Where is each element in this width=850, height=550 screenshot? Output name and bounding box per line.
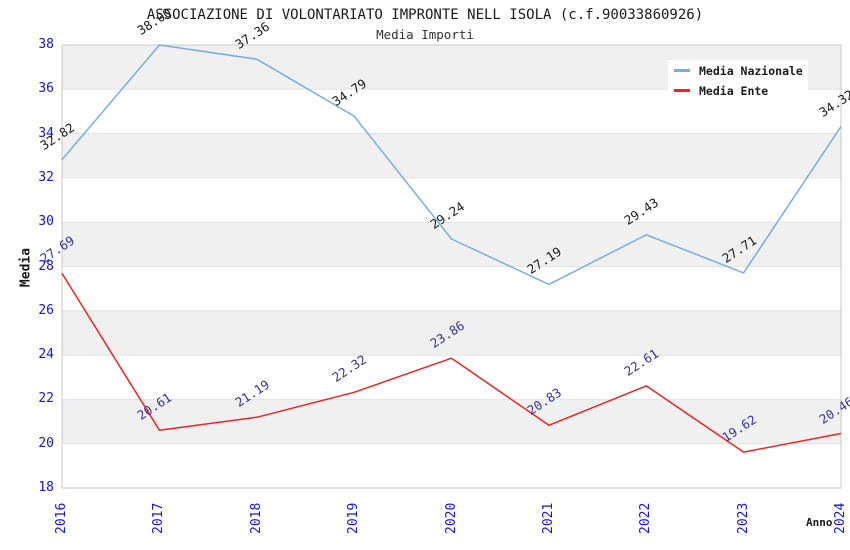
- plot-band: [62, 355, 841, 400]
- x-axis-title: Anno: [806, 516, 833, 529]
- x-tick-label: 2023: [735, 502, 751, 534]
- series-line-media-nazionale: [61, 44, 842, 286]
- y-tick-label: 38: [38, 37, 54, 52]
- plot-band: [62, 222, 841, 267]
- y-tick-label: 34: [38, 125, 54, 141]
- legend-item-media-nazionale: Media Nazionale: [674, 61, 808, 80]
- plot-frame: [61, 44, 842, 489]
- x-tick-label: 2018: [248, 502, 264, 534]
- y-tick-label: 32: [38, 169, 54, 185]
- plot-band: [62, 443, 841, 488]
- chart-title: ASSOCIAZIONE DI VOLONTARIATO IMPRONTE NE…: [146, 7, 704, 23]
- legend-swatch-media-nazionale: [674, 69, 690, 72]
- legend-item-media-ente: Media Ente: [674, 81, 808, 100]
- y-tick-label: 18: [38, 480, 54, 495]
- y-tick-label: 30: [38, 214, 54, 230]
- x-tick-label: 2022: [638, 502, 654, 534]
- chart-subtitle: Media Importi: [376, 27, 474, 42]
- x-tick-label: 2020: [443, 502, 459, 534]
- legend-label-media-nazionale: Media Nazionale: [699, 63, 803, 78]
- series-line-media-ente: [61, 273, 842, 453]
- y-tick-label: 20: [38, 435, 54, 451]
- y-tick-label: 22: [38, 391, 54, 407]
- legend-swatch-media-ente: [674, 89, 690, 92]
- legend: Media Nazionale Media Ente: [668, 60, 808, 101]
- y-tick-label: 24: [38, 347, 54, 363]
- x-tick-label: 2024: [833, 502, 848, 534]
- plot-band: [62, 133, 841, 178]
- plot-band: [62, 310, 841, 356]
- y-tick-label: 26: [38, 302, 54, 318]
- x-tick-label: 2019: [346, 502, 362, 534]
- x-tick-label: 2021: [540, 502, 556, 534]
- y-tick-label: 28: [38, 258, 54, 274]
- y-tick-label: 36: [38, 81, 54, 97]
- x-tick-label: 2016: [54, 502, 69, 534]
- x-tick-label: 2017: [151, 502, 167, 534]
- legend-label-media-ente: Media Ente: [699, 83, 769, 98]
- plot-band: [62, 177, 841, 223]
- plot-band: [62, 399, 841, 444]
- plot-band: [62, 266, 841, 311]
